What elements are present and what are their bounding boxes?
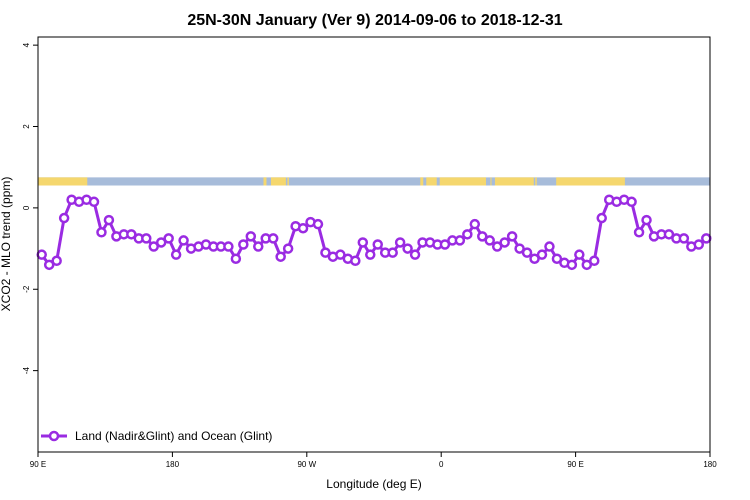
data-point <box>402 243 413 254</box>
land-band <box>490 177 492 186</box>
data-point <box>282 243 294 254</box>
y-tick-label: 4 <box>22 42 31 47</box>
data-point <box>238 239 249 250</box>
data-point <box>439 239 451 250</box>
land-band <box>287 177 289 186</box>
land-band <box>420 177 424 186</box>
land-band <box>263 177 267 186</box>
data-point <box>178 235 189 246</box>
data-point <box>551 253 563 264</box>
data-point <box>357 237 369 248</box>
data-point <box>663 229 675 240</box>
x-tick-label: 180 <box>166 460 180 469</box>
y-axis-label: XCO2 - MLO trend (ppm) <box>0 177 13 312</box>
plot-frame <box>37 36 711 453</box>
data-point <box>514 243 525 254</box>
data-point <box>529 253 540 264</box>
land-band <box>535 177 537 186</box>
data-point <box>245 231 257 242</box>
data-point <box>58 212 70 224</box>
data-point <box>596 212 607 224</box>
data-point <box>297 222 309 234</box>
data-point <box>491 241 503 252</box>
data-point <box>148 241 159 252</box>
y-tick-label: 2 <box>22 124 31 129</box>
land-band <box>38 177 88 186</box>
data-point <box>589 255 600 267</box>
data-point <box>267 233 279 244</box>
data-point <box>103 214 115 226</box>
y-tick-label: -2 <box>22 285 31 293</box>
data-point <box>223 241 234 252</box>
data-point <box>454 235 466 246</box>
data-point <box>350 255 361 267</box>
data-point <box>335 249 346 260</box>
data-point <box>581 259 593 271</box>
data-point <box>43 259 55 271</box>
data-point <box>365 249 376 260</box>
data-point <box>312 218 324 230</box>
land-band <box>439 177 486 186</box>
data-point <box>477 231 488 242</box>
y-tick-label: 0 <box>22 205 31 210</box>
data-series <box>36 194 712 271</box>
data-point <box>372 239 383 250</box>
land-band <box>494 177 534 186</box>
data-point <box>678 233 690 244</box>
data-point <box>126 229 137 240</box>
data-point <box>469 218 481 230</box>
data-point <box>88 196 100 208</box>
x-tick-label: 90 E <box>30 460 46 469</box>
data-point <box>320 247 331 258</box>
data-point <box>155 237 167 248</box>
data-point <box>163 233 174 244</box>
data-point <box>409 249 421 260</box>
x-tick-label: 0 <box>439 460 444 469</box>
data-point <box>230 253 242 264</box>
x-tick-label: 90 W <box>297 460 316 469</box>
data-point <box>574 249 585 260</box>
ocean-band <box>38 177 710 186</box>
x-tick-label: 180 <box>703 460 717 469</box>
data-point <box>36 249 47 260</box>
land-band <box>426 177 437 186</box>
x-axis: 90 E 180 90 W 0 90 E 180 <box>30 452 717 469</box>
data-point <box>566 259 578 271</box>
data-point <box>387 247 398 258</box>
data-point <box>484 235 495 246</box>
data-point <box>536 249 548 260</box>
data-point <box>96 227 107 238</box>
data-point <box>633 227 645 238</box>
data-point <box>521 247 533 258</box>
data-point <box>544 241 555 252</box>
y-axis: -4 -2 0 2 4 <box>22 42 38 374</box>
land-band <box>270 177 286 186</box>
data-point <box>641 214 652 226</box>
x-axis-label: Longitude (deg E) <box>326 477 421 491</box>
data-point <box>626 196 637 208</box>
data-point <box>701 233 712 244</box>
data-point <box>253 241 264 252</box>
chart-title: 25N-30N January (Ver 9) 2014-09-06 to 20… <box>187 12 562 29</box>
x-tick-label: 90 E <box>567 460 583 469</box>
y-tick-label: -4 <box>22 367 31 375</box>
data-point <box>394 237 406 248</box>
land-ocean-strip <box>38 177 710 186</box>
data-point <box>51 255 62 267</box>
legend-marker <box>48 430 60 442</box>
data-point <box>170 249 182 260</box>
legend: Land (Nadir&Glint) and Ocean (Glint) <box>41 429 272 443</box>
land-band <box>556 177 625 186</box>
legend-label: Land (Nadir&Glint) and Ocean (Glint) <box>75 429 272 443</box>
data-point <box>499 237 510 248</box>
data-point <box>506 231 518 242</box>
data-point <box>693 239 705 250</box>
data-point <box>275 251 286 262</box>
data-point <box>462 229 473 240</box>
data-point <box>141 233 152 244</box>
